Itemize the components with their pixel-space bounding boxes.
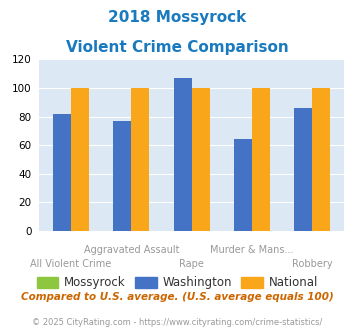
Text: Violent Crime Comparison: Violent Crime Comparison bbox=[66, 40, 289, 54]
Bar bbox=[131, 88, 149, 231]
Text: 2018 Mossyrock: 2018 Mossyrock bbox=[108, 10, 247, 25]
Bar bbox=[312, 88, 331, 231]
Text: Aggravated Assault: Aggravated Assault bbox=[84, 245, 179, 255]
Bar bbox=[192, 88, 210, 231]
Text: Compared to U.S. average. (U.S. average equals 100): Compared to U.S. average. (U.S. average … bbox=[21, 292, 334, 302]
Text: All Violent Crime: All Violent Crime bbox=[31, 259, 112, 269]
Bar bbox=[71, 88, 89, 231]
Bar bbox=[234, 140, 252, 231]
Bar bbox=[53, 114, 71, 231]
Text: Robbery: Robbery bbox=[292, 259, 333, 269]
Bar bbox=[252, 88, 270, 231]
Text: © 2025 CityRating.com - https://www.cityrating.com/crime-statistics/: © 2025 CityRating.com - https://www.city… bbox=[32, 318, 323, 327]
Bar bbox=[174, 78, 192, 231]
Text: Rape: Rape bbox=[179, 259, 204, 269]
Bar bbox=[294, 108, 312, 231]
Text: Murder & Mans...: Murder & Mans... bbox=[210, 245, 294, 255]
Bar bbox=[113, 121, 131, 231]
Legend: Mossyrock, Washington, National: Mossyrock, Washington, National bbox=[32, 272, 323, 294]
